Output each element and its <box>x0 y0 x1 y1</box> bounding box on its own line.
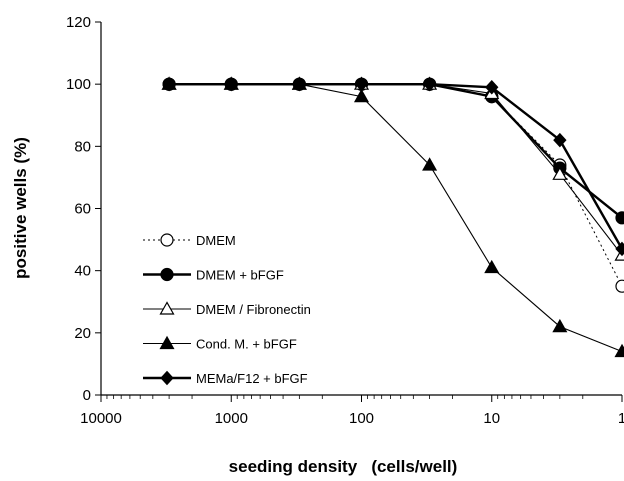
legend-entry: Cond. M. + bFGF <box>143 335 297 352</box>
data-point <box>614 343 624 358</box>
series-line <box>169 82 623 219</box>
data-point <box>552 166 568 180</box>
legend-entry: DMEM / Fibronectin <box>143 301 311 317</box>
data-point <box>553 132 567 148</box>
y-tick-label: 60 <box>74 201 91 218</box>
x-tick-label: 10 <box>483 410 500 427</box>
data-point <box>485 80 499 95</box>
series-5 <box>162 76 624 257</box>
y-axis-title: positive wells (%) <box>11 137 30 279</box>
y-axis-ticks: 0 20 40 60 80 100 120 <box>66 14 101 404</box>
series-1 <box>162 77 624 293</box>
series-layer <box>161 76 624 358</box>
data-point <box>552 318 568 333</box>
y-tick-label: 0 <box>83 387 91 404</box>
legend-marker <box>160 370 174 386</box>
legend-label: Cond. M. + bFGF <box>196 337 297 352</box>
data-point <box>353 88 370 103</box>
x-tick-label: 1 <box>618 410 624 427</box>
legend: DMEM DMEM + bFGF DMEM / Fibronectin Cond. M… <box>143 233 311 386</box>
legend-label: DMEM / Fibronectin <box>196 302 311 317</box>
series-line <box>169 82 624 250</box>
legend-label: DMEM <box>196 233 236 248</box>
data-point <box>615 211 624 225</box>
series-line <box>169 83 623 287</box>
y-tick-label: 40 <box>74 263 91 280</box>
legend-marker <box>159 301 175 315</box>
legend-marker <box>160 267 174 282</box>
legend-entry: DMEM + bFGF <box>143 268 284 283</box>
x-axis-title: seeding density (cells/well) <box>229 457 458 476</box>
data-point <box>354 76 369 92</box>
data-point <box>292 76 307 92</box>
data-point <box>224 76 238 92</box>
data-point <box>615 279 624 293</box>
x-axis-ticks: 10000 1000 100 10 1 <box>80 395 624 427</box>
y-tick-label: 100 <box>66 76 91 93</box>
legend-marker <box>159 335 175 350</box>
y-tick-label: 80 <box>74 138 91 155</box>
legend-entry: DMEM <box>143 233 236 248</box>
x-tick-label: 100 <box>349 410 374 427</box>
data-point <box>422 157 438 171</box>
legend-label: MEMa/F12 + bFGF <box>196 371 308 386</box>
legend-entry: MEMa/F12 + bFGF <box>143 370 308 386</box>
series-2 <box>162 77 624 225</box>
data-point <box>484 259 500 274</box>
data-point <box>422 76 437 92</box>
y-tick-label: 20 <box>74 325 91 342</box>
legend-label: DMEM + bFGF <box>196 268 284 283</box>
y-tick-label: 120 <box>66 14 91 31</box>
data-point <box>162 76 176 92</box>
x-tick-label: 1000 <box>215 410 248 427</box>
data-point <box>615 241 624 257</box>
x-tick-label: 10000 <box>80 410 122 427</box>
legend-marker <box>160 233 174 247</box>
